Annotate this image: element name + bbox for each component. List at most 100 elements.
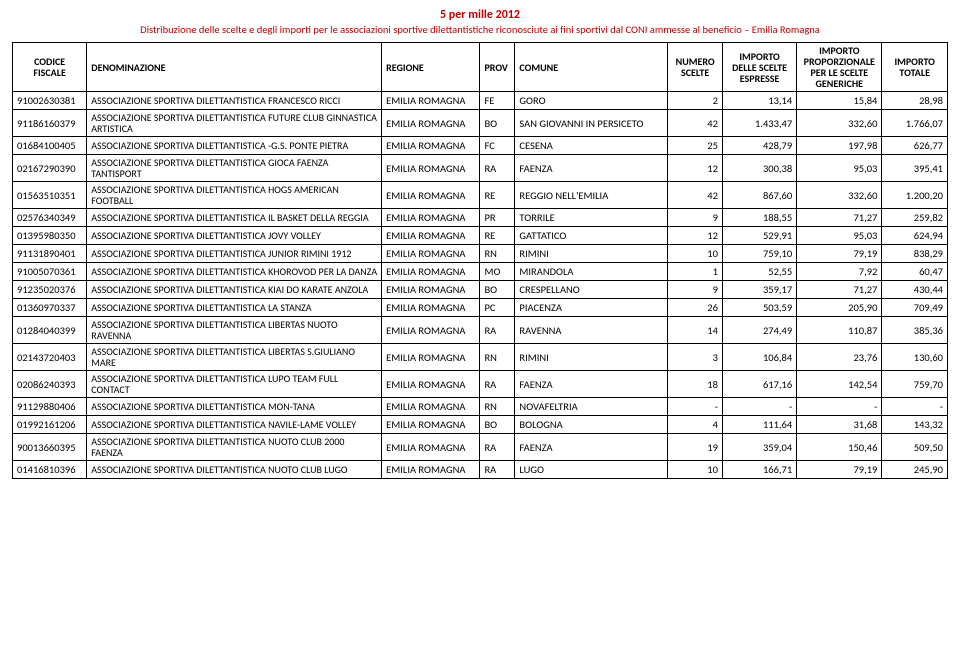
cell-numero-scelte: 9 <box>668 209 723 227</box>
cell-codice-fiscale: 02143720403 <box>13 344 87 371</box>
cell-importo-espresse: 52,55 <box>722 263 796 281</box>
cell-denominazione: ASSOCIAZIONE SPORTIVA DILETTANTISTICA KH… <box>87 263 382 281</box>
cell-regione: EMILIA ROMAGNA <box>382 92 480 110</box>
table-row: 02576340349ASSOCIAZIONE SPORTIVA DILETTA… <box>13 209 948 227</box>
cell-numero-scelte: 26 <box>668 299 723 317</box>
cell-prov: RA <box>480 317 515 344</box>
cell-prov: RA <box>480 371 515 398</box>
cell-importo-totale: - <box>882 398 948 416</box>
cell-regione: EMILIA ROMAGNA <box>382 299 480 317</box>
cell-regione: EMILIA ROMAGNA <box>382 317 480 344</box>
cell-prov: BO <box>480 281 515 299</box>
table-row: 91131890401ASSOCIAZIONE SPORTIVA DILETTA… <box>13 245 948 263</box>
cell-comune: RIMINI <box>515 344 668 371</box>
cell-regione: EMILIA ROMAGNA <box>382 281 480 299</box>
col-denominazione: DENOMINAZIONE <box>87 43 382 92</box>
cell-importo-totale: 624,94 <box>882 227 948 245</box>
table-row: 91002630381ASSOCIAZIONE SPORTIVA DILETTA… <box>13 92 948 110</box>
cell-importo-generiche: - <box>797 398 882 416</box>
cell-regione: EMILIA ROMAGNA <box>382 110 480 137</box>
cell-codice-fiscale: 91005070361 <box>13 263 87 281</box>
cell-codice-fiscale: 01416810396 <box>13 461 87 479</box>
cell-denominazione: ASSOCIAZIONE SPORTIVA DILETTANTISTICA MO… <box>87 398 382 416</box>
cell-importo-generiche: 197,98 <box>797 137 882 155</box>
cell-importo-generiche: 95,03 <box>797 227 882 245</box>
page-title: 5 per mille 2012 <box>12 8 948 22</box>
cell-regione: EMILIA ROMAGNA <box>382 371 480 398</box>
cell-regione: EMILIA ROMAGNA <box>382 155 480 182</box>
col-importo-totale: IMPORTO TOTALE <box>882 43 948 92</box>
cell-numero-scelte: 1 <box>668 263 723 281</box>
cell-prov: BO <box>480 110 515 137</box>
cell-importo-generiche: 110,87 <box>797 317 882 344</box>
cell-importo-totale: 759,70 <box>882 371 948 398</box>
table-row: 01360970337ASSOCIAZIONE SPORTIVA DILETTA… <box>13 299 948 317</box>
table-header-row: CODICE FISCALE DENOMINAZIONE REGIONE PRO… <box>13 43 948 92</box>
cell-numero-scelte: 14 <box>668 317 723 344</box>
cell-codice-fiscale: 01395980350 <box>13 227 87 245</box>
cell-importo-espresse: 13,14 <box>722 92 796 110</box>
data-table: CODICE FISCALE DENOMINAZIONE REGIONE PRO… <box>12 42 948 479</box>
cell-importo-espresse: 300,38 <box>722 155 796 182</box>
cell-comune: TORRILE <box>515 209 668 227</box>
cell-codice-fiscale: 02576340349 <box>13 209 87 227</box>
cell-numero-scelte: 3 <box>668 344 723 371</box>
cell-regione: EMILIA ROMAGNA <box>382 209 480 227</box>
col-prov: PROV <box>480 43 515 92</box>
cell-regione: EMILIA ROMAGNA <box>382 137 480 155</box>
cell-importo-espresse: 529,91 <box>722 227 796 245</box>
cell-numero-scelte: 12 <box>668 227 723 245</box>
cell-importo-espresse: 428,79 <box>722 137 796 155</box>
cell-importo-espresse: 1.433,47 <box>722 110 796 137</box>
cell-importo-espresse: 867,60 <box>722 182 796 209</box>
cell-comune: LUGO <box>515 461 668 479</box>
cell-codice-fiscale: 01992161206 <box>13 416 87 434</box>
cell-prov: BO <box>480 416 515 434</box>
cell-denominazione: ASSOCIAZIONE SPORTIVA DILETTANTISTICA LI… <box>87 344 382 371</box>
cell-importo-espresse: 188,55 <box>722 209 796 227</box>
cell-importo-totale: 143,32 <box>882 416 948 434</box>
table-row: 01284040399ASSOCIAZIONE SPORTIVA DILETTA… <box>13 317 948 344</box>
cell-codice-fiscale: 02086240393 <box>13 371 87 398</box>
cell-importo-generiche: 332,60 <box>797 110 882 137</box>
cell-regione: EMILIA ROMAGNA <box>382 227 480 245</box>
cell-comune: GATTATICO <box>515 227 668 245</box>
cell-codice-fiscale: 01284040399 <box>13 317 87 344</box>
cell-importo-espresse: 106,84 <box>722 344 796 371</box>
cell-prov: FC <box>480 137 515 155</box>
cell-importo-espresse: 759,10 <box>722 245 796 263</box>
cell-comune: MIRANDOLA <box>515 263 668 281</box>
cell-regione: EMILIA ROMAGNA <box>382 398 480 416</box>
table-row: 02086240393ASSOCIAZIONE SPORTIVA DILETTA… <box>13 371 948 398</box>
cell-codice-fiscale: 90013660395 <box>13 434 87 461</box>
col-numero-scelte: NUMERO SCELTE <box>668 43 723 92</box>
cell-numero-scelte: - <box>668 398 723 416</box>
cell-comune: CRESPELLANO <box>515 281 668 299</box>
cell-importo-totale: 1.200,20 <box>882 182 948 209</box>
cell-importo-totale: 130,60 <box>882 344 948 371</box>
cell-denominazione: ASSOCIAZIONE SPORTIVA DILETTANTISTICA FU… <box>87 110 382 137</box>
cell-comune: SAN GIOVANNI IN PERSICETO <box>515 110 668 137</box>
cell-codice-fiscale: 01563510351 <box>13 182 87 209</box>
cell-comune: FAENZA <box>515 155 668 182</box>
cell-prov: RN <box>480 344 515 371</box>
cell-importo-generiche: 31,68 <box>797 416 882 434</box>
cell-importo-totale: 259,82 <box>882 209 948 227</box>
cell-importo-espresse: 617,16 <box>722 371 796 398</box>
cell-importo-espresse: 359,17 <box>722 281 796 299</box>
cell-codice-fiscale: 91131890401 <box>13 245 87 263</box>
cell-denominazione: ASSOCIAZIONE SPORTIVA DILETTANTISTICA -G… <box>87 137 382 155</box>
table-row: 01416810396ASSOCIAZIONE SPORTIVA DILETTA… <box>13 461 948 479</box>
cell-comune: BOLOGNA <box>515 416 668 434</box>
cell-importo-generiche: 205,90 <box>797 299 882 317</box>
cell-comune: REGGIO NELL'EMILIA <box>515 182 668 209</box>
table-row: 91186160379ASSOCIAZIONE SPORTIVA DILETTA… <box>13 110 948 137</box>
cell-comune: FAENZA <box>515 434 668 461</box>
cell-numero-scelte: 10 <box>668 461 723 479</box>
cell-importo-generiche: 71,27 <box>797 281 882 299</box>
cell-denominazione: ASSOCIAZIONE SPORTIVA DILETTANTISTICA LU… <box>87 371 382 398</box>
cell-prov: RE <box>480 227 515 245</box>
cell-importo-totale: 709,49 <box>882 299 948 317</box>
cell-prov: PR <box>480 209 515 227</box>
cell-numero-scelte: 9 <box>668 281 723 299</box>
